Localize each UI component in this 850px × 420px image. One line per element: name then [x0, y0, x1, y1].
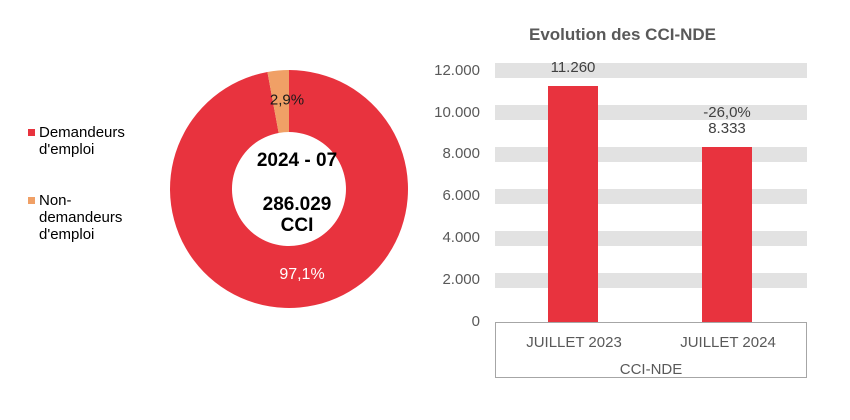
y-tick-label: 4.000 [442, 229, 480, 247]
legend-item-non-demandeurs: Non-demandeurs d'emploi [28, 192, 132, 243]
y-tick-label: 0 [471, 313, 480, 330]
donut-label-non-demandeurs: 2,9% [269, 91, 305, 109]
bar-value-label: -26,0% 8.333 [703, 104, 751, 138]
gridline-8.000 [495, 146, 807, 162]
category-axis-box: JUILLET 2023 JUILLET 2024 CCI-NDE [495, 322, 807, 378]
x-axis-title: CCI-NDE [619, 361, 683, 378]
legend-swatch-non-demandeurs-icon [28, 197, 35, 204]
bar-chart-title: Evolution des CCI-NDE [528, 25, 716, 44]
gridline-4.000 [495, 230, 807, 246]
y-tick-label: 8.000 [442, 145, 480, 163]
bar-juillet-2023 [548, 86, 598, 322]
y-tick-label: 2.000 [442, 271, 480, 289]
y-tick-label: 12.000 [434, 61, 480, 79]
legend-swatch-demandeurs-icon [28, 129, 35, 136]
gridline-6.000 [495, 188, 807, 204]
evolution-bar-chart: Evolution des CCI-NDE 0 2.000 4.000 6.000 8.… [430, 20, 830, 400]
legend-label-demandeurs: Demandeurs d'emploi [39, 124, 125, 158]
legend-item-demandeurs: Demandeurs d'emploi [28, 124, 132, 158]
legend-label-non-demandeurs: Non-demandeurs d'emploi [39, 192, 123, 243]
donut-center-unit: CCI [280, 215, 314, 236]
bar-juillet-2024 [702, 147, 752, 322]
donut-label-demandeurs: 97,1% [279, 266, 325, 283]
donut-slice-1 [267, 70, 289, 133]
donut-center-value: 286.029 [262, 194, 332, 215]
gridline-2.000 [495, 272, 807, 288]
donut-center-period: 2024 - 07 [256, 150, 338, 171]
y-tick-label: 6.000 [442, 187, 480, 205]
donut-svg [170, 70, 409, 308]
bar-value-label: 11.260 [550, 59, 596, 77]
gridline-12.000 [495, 63, 807, 79]
donut-chart: 2,9% 2024 - 07 286.029 CCI 97,1% [169, 69, 409, 309]
y-tick-label: 10.000 [434, 103, 480, 121]
donut-slice-0 [170, 70, 409, 308]
donut-legend: Demandeurs d'emploi Non-demandeurs d'emp… [28, 124, 132, 277]
category-label-juillet-2024: JUILLET 2024 [680, 334, 776, 351]
category-label-juillet-2023: JUILLET 2023 [526, 334, 622, 351]
